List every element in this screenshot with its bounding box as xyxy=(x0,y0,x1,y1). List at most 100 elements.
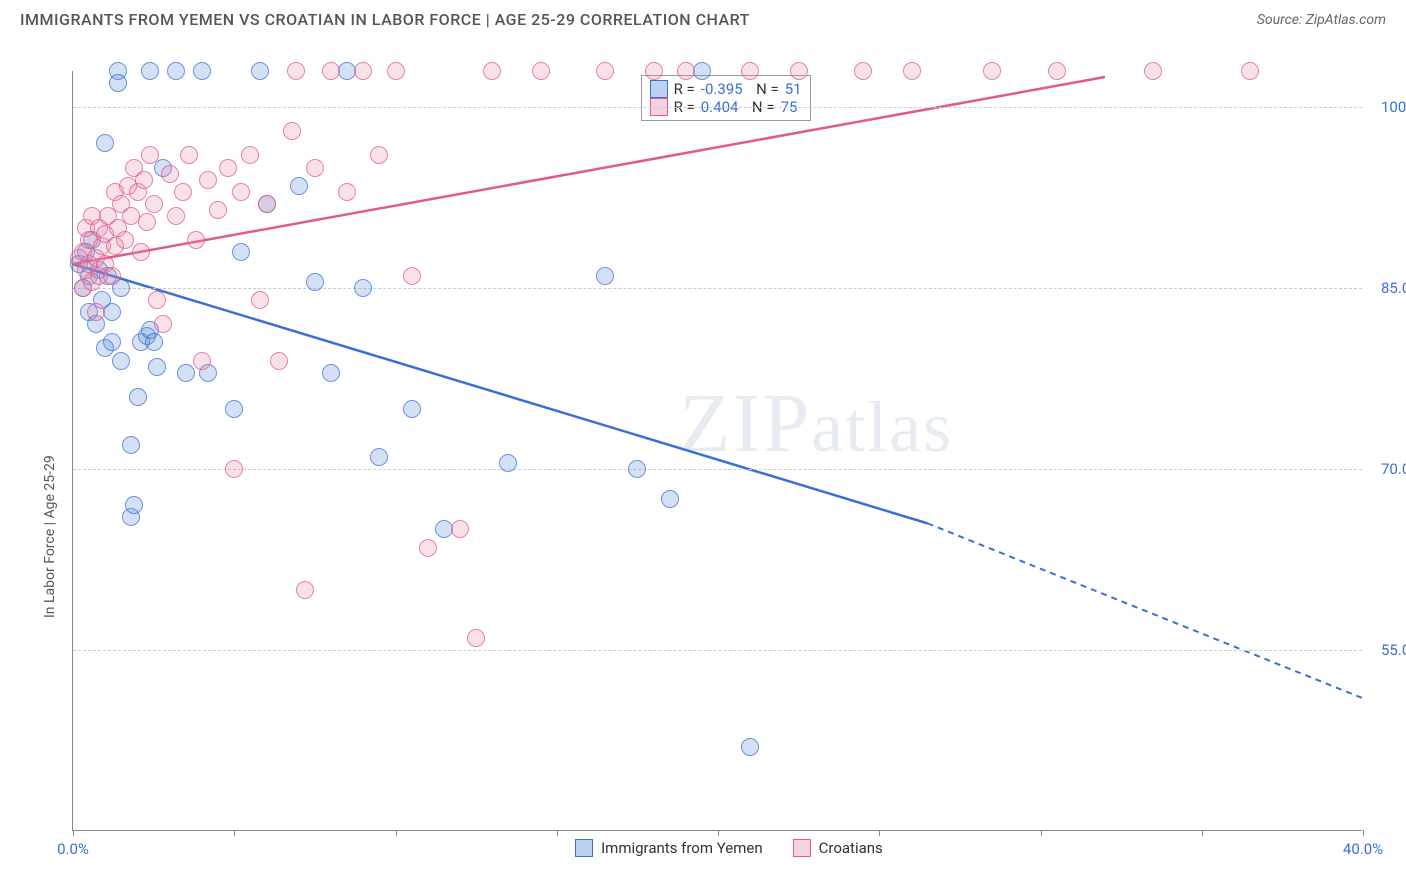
y-tick-label: 70.0% xyxy=(1381,460,1406,478)
data-point xyxy=(225,400,243,418)
data-point xyxy=(419,539,437,557)
data-point xyxy=(499,454,517,472)
trend-line-extrapolated xyxy=(928,523,1363,698)
data-point xyxy=(141,62,159,80)
y-tick-label: 100.0% xyxy=(1381,98,1406,116)
legend-n-label: N = xyxy=(749,80,779,98)
data-point xyxy=(154,315,172,333)
data-point xyxy=(596,267,614,285)
data-point xyxy=(135,171,153,189)
x-tick-label: 0.0% xyxy=(57,840,89,858)
gridline xyxy=(73,288,1362,289)
data-point xyxy=(209,201,227,219)
data-point xyxy=(387,62,405,80)
data-point xyxy=(283,122,301,140)
data-point xyxy=(1241,62,1259,80)
series-legend-item: Croatians xyxy=(793,839,883,857)
series-legend-item: Immigrants from Yemen xyxy=(575,839,763,857)
trend-line xyxy=(73,264,928,523)
data-point xyxy=(370,146,388,164)
x-tick xyxy=(1202,830,1203,836)
legend-n-value: 51 xyxy=(785,80,802,98)
data-point xyxy=(161,165,179,183)
data-point xyxy=(306,273,324,291)
data-point xyxy=(693,62,711,80)
data-point xyxy=(451,520,469,538)
data-point xyxy=(193,352,211,370)
data-point xyxy=(232,243,250,261)
x-tick xyxy=(557,830,558,836)
correlation-legend: R =-0.395 N =51R =0.404 N =75 xyxy=(641,75,811,121)
watermark: ZIPatlas xyxy=(679,375,953,472)
legend-swatch xyxy=(793,839,811,857)
data-point xyxy=(141,146,159,164)
data-point xyxy=(167,207,185,225)
data-point xyxy=(148,291,166,309)
x-tick-label: 40.0% xyxy=(1343,840,1383,858)
data-point xyxy=(306,159,324,177)
data-point xyxy=(322,364,340,382)
data-point xyxy=(532,62,550,80)
data-point xyxy=(322,62,340,80)
x-tick xyxy=(718,830,719,836)
data-point xyxy=(270,352,288,370)
data-point xyxy=(354,62,372,80)
data-point xyxy=(125,496,143,514)
data-point xyxy=(628,460,646,478)
data-point xyxy=(467,629,485,647)
legend-swatch xyxy=(650,80,668,98)
source-attribution: Source: ZipAtlas.com xyxy=(1257,12,1386,28)
data-point xyxy=(241,146,259,164)
source-link[interactable]: ZipAtlas.com xyxy=(1306,12,1386,28)
data-point xyxy=(199,171,217,189)
data-point xyxy=(167,62,185,80)
watermark-part1: ZIP xyxy=(679,377,811,470)
data-point xyxy=(645,62,663,80)
data-point xyxy=(1144,62,1162,80)
chart-title: IMMIGRANTS FROM YEMEN VS CROATIAN IN LAB… xyxy=(20,10,750,29)
data-point xyxy=(741,62,759,80)
data-point xyxy=(177,364,195,382)
source-prefix: Source: xyxy=(1257,12,1306,28)
chart-header: IMMIGRANTS FROM YEMEN VS CROATIAN IN LAB… xyxy=(0,0,1406,33)
data-point xyxy=(174,183,192,201)
x-tick xyxy=(1363,830,1364,836)
data-point xyxy=(596,62,614,80)
x-tick xyxy=(879,830,880,836)
data-point xyxy=(661,490,679,508)
data-point xyxy=(251,62,269,80)
data-point xyxy=(290,177,308,195)
data-point xyxy=(296,581,314,599)
legend-row: R = -0.395 N = 51 xyxy=(650,80,802,98)
data-point xyxy=(983,62,1001,80)
watermark-part2: atlas xyxy=(811,387,953,467)
data-point xyxy=(483,62,501,80)
data-point xyxy=(219,159,237,177)
x-tick xyxy=(1041,830,1042,836)
data-point xyxy=(354,279,372,297)
data-point xyxy=(129,388,147,406)
data-point xyxy=(193,62,211,80)
data-point xyxy=(741,738,759,756)
gridline xyxy=(73,107,1362,108)
data-point xyxy=(370,448,388,466)
data-point xyxy=(187,231,205,249)
y-tick-label: 85.0% xyxy=(1381,279,1406,297)
data-point xyxy=(790,62,808,80)
plot-area: ZIPatlas R =-0.395 N =51R =0.404 N =75 5… xyxy=(72,71,1362,831)
data-point xyxy=(96,134,114,152)
series-name: Immigrants from Yemen xyxy=(601,839,763,857)
trendlines-layer xyxy=(73,71,1363,831)
x-tick xyxy=(396,830,397,836)
data-point xyxy=(180,146,198,164)
legend-swatch xyxy=(575,839,593,857)
gridline xyxy=(73,469,1362,470)
legend-r-value: -0.395 xyxy=(701,80,743,98)
data-point xyxy=(109,74,127,92)
data-point xyxy=(258,195,276,213)
legend-r-label: R = xyxy=(674,80,695,98)
data-point xyxy=(112,352,130,370)
data-point xyxy=(903,62,921,80)
gridline xyxy=(73,650,1362,651)
y-tick-label: 55.0% xyxy=(1381,641,1406,659)
